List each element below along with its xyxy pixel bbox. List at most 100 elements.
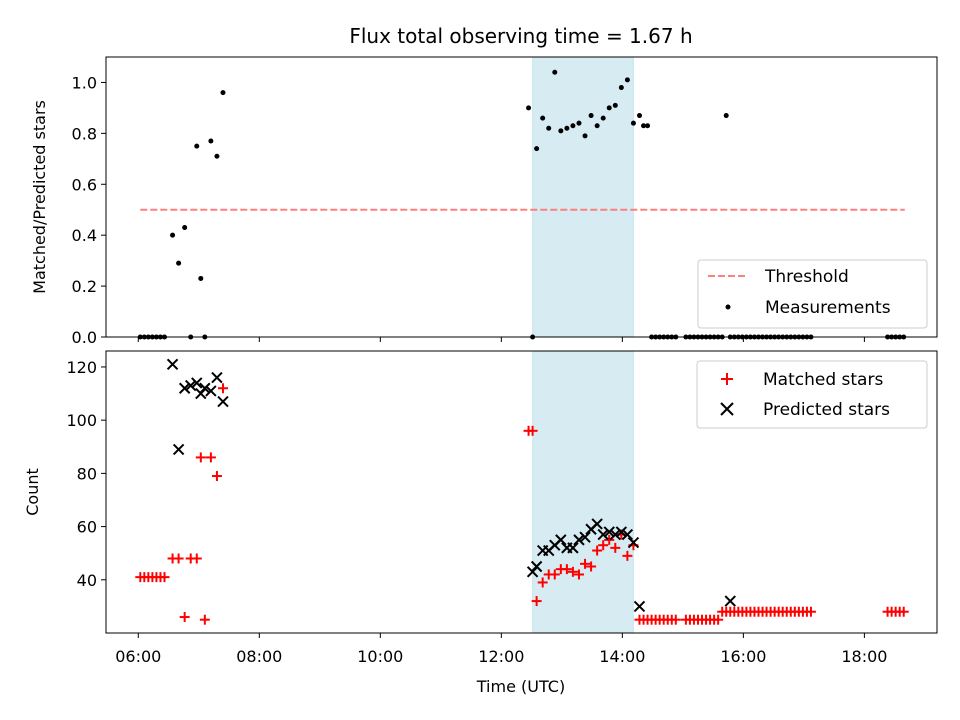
predicted-star-point [573, 534, 585, 546]
y-tick-label: 0.4 [72, 226, 97, 245]
predicted-star-point [178, 382, 191, 394]
measurement-point [534, 146, 540, 152]
matched-star-point [537, 577, 548, 588]
predicted-star-point [567, 542, 579, 554]
bottom-legend-box [696, 360, 928, 429]
y-tick-label: 0.8 [72, 124, 97, 143]
top-y-ticks: 0.0 0.2 0.4 0.6 0.8 1.0 [72, 73, 106, 347]
predicted-star-point [603, 526, 615, 538]
measurement-point [624, 77, 630, 83]
measurement-point [636, 113, 642, 119]
matched-star-point [199, 614, 210, 625]
measurement-point [606, 105, 612, 111]
measurement-point [558, 128, 564, 134]
measurement-point [182, 225, 188, 231]
y-tick-label: 0.6 [72, 175, 97, 194]
legend-measurements-swatch [725, 304, 731, 310]
measurement-point [576, 120, 582, 126]
matched-star-point [179, 612, 190, 623]
measurement-point [540, 115, 546, 121]
matched-star-point [670, 614, 681, 625]
measurement-point [600, 115, 606, 121]
bottom-panel: 40 60 80 100 120 06:00 08:00 10:00 12:00 14:00 16… [23, 350, 938, 696]
matched-star-point [713, 614, 724, 625]
top-legend-box [697, 259, 928, 329]
predicted-star-point [555, 534, 567, 546]
matched-star-point [195, 452, 206, 463]
measurement-point [641, 123, 647, 129]
matched-star-point [191, 553, 202, 564]
matched-star-point [580, 558, 591, 569]
x-tick-label: 10:00 [357, 647, 403, 666]
measurement-point [630, 120, 636, 126]
x-tick-label: 12:00 [478, 647, 524, 666]
bottom-x-ticks: 06:00 08:00 10:00 12:00 14:00 16:00 18:00 [115, 633, 887, 666]
measurement-point [582, 133, 588, 139]
matched-star-point [217, 383, 228, 394]
matched-star-point [173, 553, 184, 564]
predicted-star-point [627, 536, 640, 549]
y-tick-label: 0.0 [72, 328, 97, 347]
legend-threshold-label: Threshold [764, 267, 849, 287]
matched-star-point [549, 569, 560, 580]
measurement-point [208, 138, 214, 144]
measurement-point [526, 105, 532, 111]
predicted-star-point [591, 518, 603, 530]
predicted-star-point [191, 377, 203, 389]
matched-star-point [598, 540, 609, 551]
measurement-point [220, 90, 226, 96]
measurement-point [564, 125, 570, 131]
matched-star-point [573, 569, 584, 580]
measurement-point [552, 69, 558, 75]
matched-star-point [561, 564, 572, 575]
top-panel: 0.0 0.2 0.4 0.6 0.8 1.0 Matched/Predicted sta… [30, 56, 938, 347]
measurement-point [214, 153, 220, 159]
predicted-star-point [217, 395, 229, 408]
matched-star-points [135, 383, 909, 625]
matched-star-point [592, 545, 603, 556]
y-tick-label: 100 [66, 411, 97, 430]
top-legend: Threshold Measurements [697, 259, 928, 329]
predicted-star-point [172, 443, 185, 456]
predicted-star-point [166, 358, 179, 371]
matched-star-point [610, 542, 621, 553]
legend-predicted-swatch [720, 402, 734, 416]
predicted-star-point [205, 385, 217, 397]
top-plot-frame [105, 56, 938, 338]
top-shaded-span [532, 56, 634, 338]
legend-matched-swatch [721, 373, 733, 385]
legend-matched-label: Matched stars [763, 370, 883, 390]
predicted-star-point [579, 531, 591, 543]
measurement-point [198, 275, 204, 281]
measurement-point [170, 232, 176, 238]
top-x-ticks [137, 337, 865, 342]
chart-title: Flux total observing time = 1.67 h [349, 24, 692, 48]
top-y-axis-label: Matched/Predicted stars [30, 100, 49, 294]
matched-star-point [622, 550, 633, 561]
predicted-star-point [615, 526, 628, 538]
bottom-plot-frame [105, 350, 938, 634]
predicted-star-point [530, 560, 543, 573]
measurement-point [546, 125, 552, 131]
predicted-star-point [211, 371, 223, 384]
matched-star-point [604, 534, 615, 545]
measurement-point [588, 113, 594, 119]
measurement-points [137, 69, 907, 340]
measurement-point [570, 123, 576, 129]
legend-measurements-label: Measurements [765, 298, 891, 318]
y-tick-label: 80 [77, 464, 97, 483]
measurement-point [618, 85, 624, 91]
predicted-star-point [609, 528, 621, 541]
measurement-point [645, 123, 651, 129]
x-tick-label: 14:00 [599, 647, 645, 666]
predicted-star-point [633, 600, 646, 613]
bottom-y-ticks: 40 60 80 100 120 [66, 358, 106, 590]
y-tick-label: 120 [66, 358, 97, 377]
matched-star-point [898, 606, 909, 617]
y-tick-label: 0.2 [72, 277, 97, 296]
measurement-point [194, 143, 200, 149]
y-tick-label: 1.0 [72, 73, 97, 92]
predicted-star-point [185, 379, 197, 392]
matched-star-point [805, 606, 816, 617]
